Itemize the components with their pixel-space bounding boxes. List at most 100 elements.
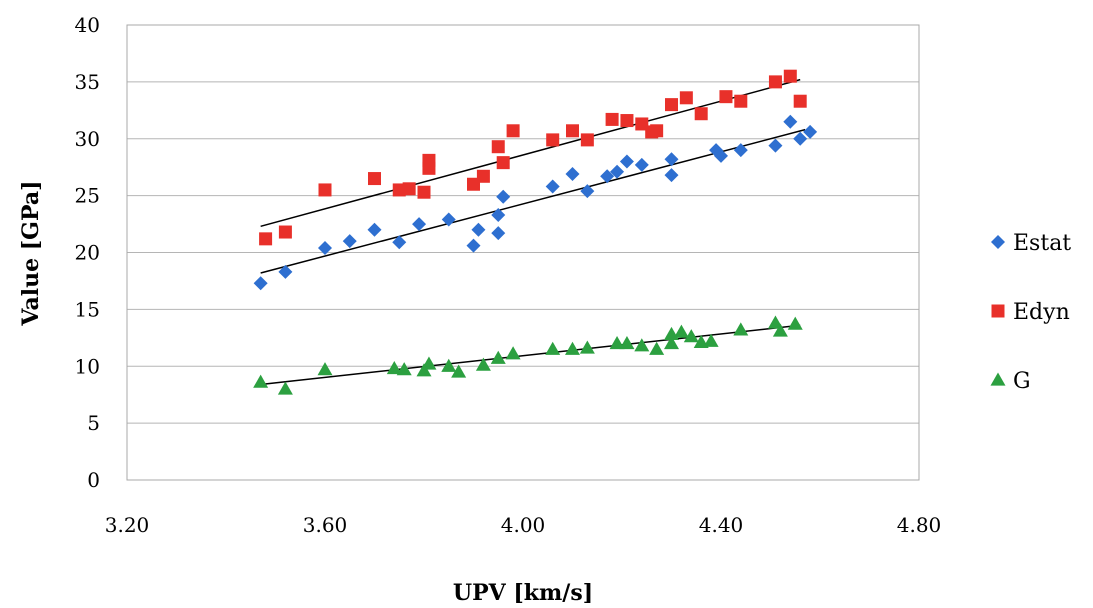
point-estat: [783, 114, 798, 129]
y-tick-label: 20: [75, 241, 100, 265]
point-edyn: [635, 117, 649, 131]
point-g: [475, 357, 491, 371]
point-edyn: [476, 169, 490, 183]
point-edyn: [566, 124, 579, 138]
y-tick-label: 40: [75, 13, 100, 37]
point-estat: [768, 138, 783, 153]
point-g: [609, 336, 625, 350]
point-estat: [318, 240, 332, 255]
point-edyn: [417, 185, 431, 199]
point-g: [421, 356, 437, 370]
y-tick-label: 15: [75, 297, 100, 321]
point-edyn: [580, 133, 594, 147]
point-g: [386, 361, 402, 375]
point-g: [451, 364, 467, 378]
legend-marker-edyn: [991, 304, 1005, 318]
point-estat: [496, 189, 511, 204]
point-g: [772, 323, 788, 337]
point-estat: [471, 222, 486, 237]
point-edyn: [368, 172, 381, 186]
point-estat: [253, 276, 268, 291]
point-edyn: [467, 177, 480, 191]
point-edyn: [719, 90, 733, 104]
legend-marker-estat: [991, 235, 1005, 249]
point-estat: [714, 148, 728, 163]
point-estat: [367, 222, 382, 237]
point-edyn: [278, 225, 292, 239]
point-edyn: [546, 133, 560, 147]
point-edyn: [679, 91, 693, 105]
point-estat: [565, 167, 580, 182]
point-g: [787, 316, 803, 330]
point-g: [505, 346, 521, 360]
y-tick-label: 10: [75, 354, 100, 378]
point-edyn: [605, 112, 619, 126]
point-edyn: [620, 114, 634, 128]
x-tick-label: 4.00: [501, 513, 546, 537]
point-estat: [466, 238, 481, 253]
point-g: [545, 341, 561, 355]
point-estat: [600, 169, 615, 184]
point-edyn: [491, 140, 505, 154]
point-g: [565, 341, 580, 355]
point-g: [664, 336, 679, 350]
point-g: [683, 329, 699, 343]
point-g: [441, 358, 457, 372]
point-estat: [491, 207, 506, 222]
point-edyn: [318, 183, 332, 197]
trendlines: [260, 78, 806, 386]
point-edyn: [496, 156, 510, 170]
point-g: [649, 341, 665, 355]
point-estat: [342, 234, 357, 249]
point-estat: [392, 235, 407, 250]
y-tick-label: 30: [75, 127, 100, 151]
x-tick-label: 4.80: [897, 513, 942, 537]
point-g: [253, 374, 269, 388]
x-axis-title: UPV [km/s]: [453, 580, 593, 606]
point-g: [767, 315, 783, 329]
point-edyn: [734, 94, 748, 108]
grid-lines: [127, 81, 919, 424]
x-tick-label: 3.20: [105, 513, 150, 537]
point-estat: [619, 154, 634, 169]
point-estat: [412, 217, 427, 232]
point-edyn: [650, 124, 664, 138]
point-estat: [664, 168, 679, 183]
legend: Estat Edyn G: [990, 231, 1071, 394]
point-estat: [491, 226, 506, 241]
point-estat: [733, 143, 748, 158]
point-edyn: [506, 124, 520, 138]
trendline-estat: [260, 128, 806, 274]
legend-label-g: G: [1013, 369, 1031, 394]
point-g: [490, 350, 506, 364]
point-edyn: [392, 183, 406, 197]
point-g: [277, 381, 293, 395]
point-g: [416, 363, 432, 377]
point-estat: [803, 124, 818, 139]
y-tick-label: 35: [75, 70, 100, 94]
point-estat: [278, 264, 293, 279]
point-g: [733, 322, 749, 336]
point-edyn: [768, 75, 782, 89]
point-edyn: [259, 232, 273, 246]
data-points: [253, 69, 818, 395]
x-tick-labels: 3.20 3.60 4.00 4.40 4.80: [105, 513, 942, 537]
point-estat: [793, 131, 808, 146]
x-tick-label: 3.60: [303, 513, 348, 537]
point-estat: [545, 179, 560, 194]
point-g: [703, 333, 719, 347]
point-g: [317, 362, 333, 376]
point-estat: [664, 152, 679, 167]
point-g: [619, 336, 635, 350]
y-tick-label: 0: [87, 468, 100, 492]
point-g: [396, 362, 412, 376]
trendline-g: [260, 324, 801, 386]
legend-label-edyn: Edyn: [1013, 300, 1070, 325]
point-edyn: [783, 69, 797, 83]
point-edyn: [402, 182, 416, 196]
point-estat: [441, 212, 456, 227]
point-g: [634, 338, 650, 352]
point-edyn: [665, 98, 678, 112]
point-g: [673, 324, 689, 338]
